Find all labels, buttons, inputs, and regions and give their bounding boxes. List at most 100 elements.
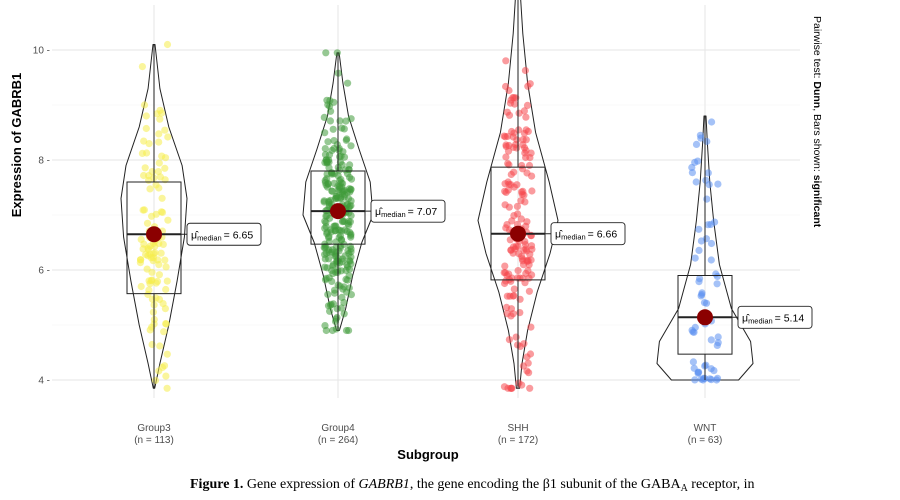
data-point [508, 217, 516, 225]
data-point [695, 246, 703, 254]
data-point [347, 212, 355, 220]
data-point [332, 192, 340, 200]
x-tick-count: (n = 113) [134, 435, 174, 446]
median-label-text: μ̂median = 5.14 [742, 312, 804, 325]
data-point [322, 49, 330, 57]
median-label: μ̂median = 7.07 [370, 199, 446, 223]
data-point [323, 230, 331, 238]
data-point [338, 236, 346, 244]
data-point [324, 290, 332, 298]
data-point [140, 137, 148, 145]
data-point [697, 292, 705, 300]
median-marker [330, 203, 346, 220]
data-point [522, 126, 530, 134]
data-point [502, 188, 510, 196]
data-point [341, 252, 349, 260]
data-point [501, 201, 509, 209]
data-point [332, 238, 340, 246]
data-point [342, 326, 351, 335]
data-point [711, 218, 719, 226]
data-point [501, 279, 509, 288]
violin-outline [120, 44, 188, 389]
data-point [504, 132, 512, 140]
data-point [510, 183, 518, 191]
y-axis-title: Expression of GABRB1 [9, 73, 24, 217]
data-point [155, 239, 163, 248]
data-point [691, 254, 699, 262]
data-point [509, 310, 517, 318]
violin-layer: μ̂median = 6.65 μ̂median = 7.07 μ̂median = 6.… [120, 0, 813, 392]
data-point [708, 118, 716, 126]
median-label: μ̂median = 6.65 [186, 222, 262, 246]
data-point [517, 215, 526, 223]
data-point [161, 256, 169, 264]
data-point [329, 125, 337, 133]
data-point [345, 284, 353, 292]
data-point [333, 49, 341, 57]
data-point [322, 181, 330, 189]
data-point [327, 107, 335, 115]
data-point [144, 244, 152, 252]
data-point [521, 241, 530, 249]
data-point [164, 133, 172, 141]
data-point [324, 302, 333, 310]
data-point [155, 138, 163, 146]
data-point [331, 286, 339, 294]
data-point [344, 79, 352, 87]
median-label: μ̂median = 5.14 [737, 305, 813, 329]
data-point [697, 134, 705, 142]
data-point [688, 169, 697, 177]
data-point [328, 187, 336, 195]
data-point [514, 210, 522, 218]
data-point [692, 178, 700, 186]
data-point [505, 270, 513, 278]
data-point [516, 309, 524, 317]
data-point [140, 206, 148, 214]
data-point [140, 171, 148, 180]
median-label-subscript: median [748, 316, 773, 325]
data-point [141, 164, 149, 172]
data-point [702, 235, 711, 243]
x-tick-count: (n = 63) [688, 435, 723, 446]
data-point [692, 140, 701, 148]
data-point [712, 270, 720, 278]
data-point [162, 372, 170, 380]
median-marker [697, 309, 713, 326]
data-point [696, 275, 704, 283]
data-point [158, 363, 167, 371]
data-point [527, 242, 536, 250]
x-tick-count: (n = 172) [498, 435, 538, 446]
data-point [163, 40, 172, 49]
data-point [162, 285, 170, 294]
data-point [704, 221, 712, 229]
data-point [707, 239, 716, 248]
data-point [333, 141, 341, 149]
data-point [707, 256, 715, 264]
data-point [324, 138, 332, 146]
data-point [164, 216, 172, 224]
data-point [525, 369, 533, 377]
data-point [326, 307, 334, 315]
data-point [339, 285, 347, 293]
data-point [343, 135, 351, 143]
data-point [137, 235, 145, 243]
data-point [503, 292, 511, 300]
data-point [322, 274, 330, 282]
data-point [707, 376, 715, 384]
data-point [136, 259, 144, 267]
data-point [321, 129, 329, 137]
median-label: μ̂median = 6.66 [550, 222, 626, 246]
chart: μ̂median = 6.65 μ̂median = 7.07 μ̂median = 6.… [9, 0, 823, 462]
median-label-subscript: median [381, 210, 406, 219]
data-point [328, 246, 337, 254]
data-point [161, 126, 169, 134]
data-point [322, 326, 330, 335]
data-point [149, 308, 157, 316]
point-cloud [688, 118, 722, 384]
caption-figure-label: Figure 1. [190, 477, 244, 492]
y-tick-label: 6 - [38, 266, 50, 277]
data-point [342, 117, 350, 125]
data-point [143, 219, 152, 227]
median-label-value: = 7.07 [408, 206, 438, 218]
x-axis: Group3(n = 113) Group4(n = 264) SHH(n = 17… [134, 423, 722, 446]
